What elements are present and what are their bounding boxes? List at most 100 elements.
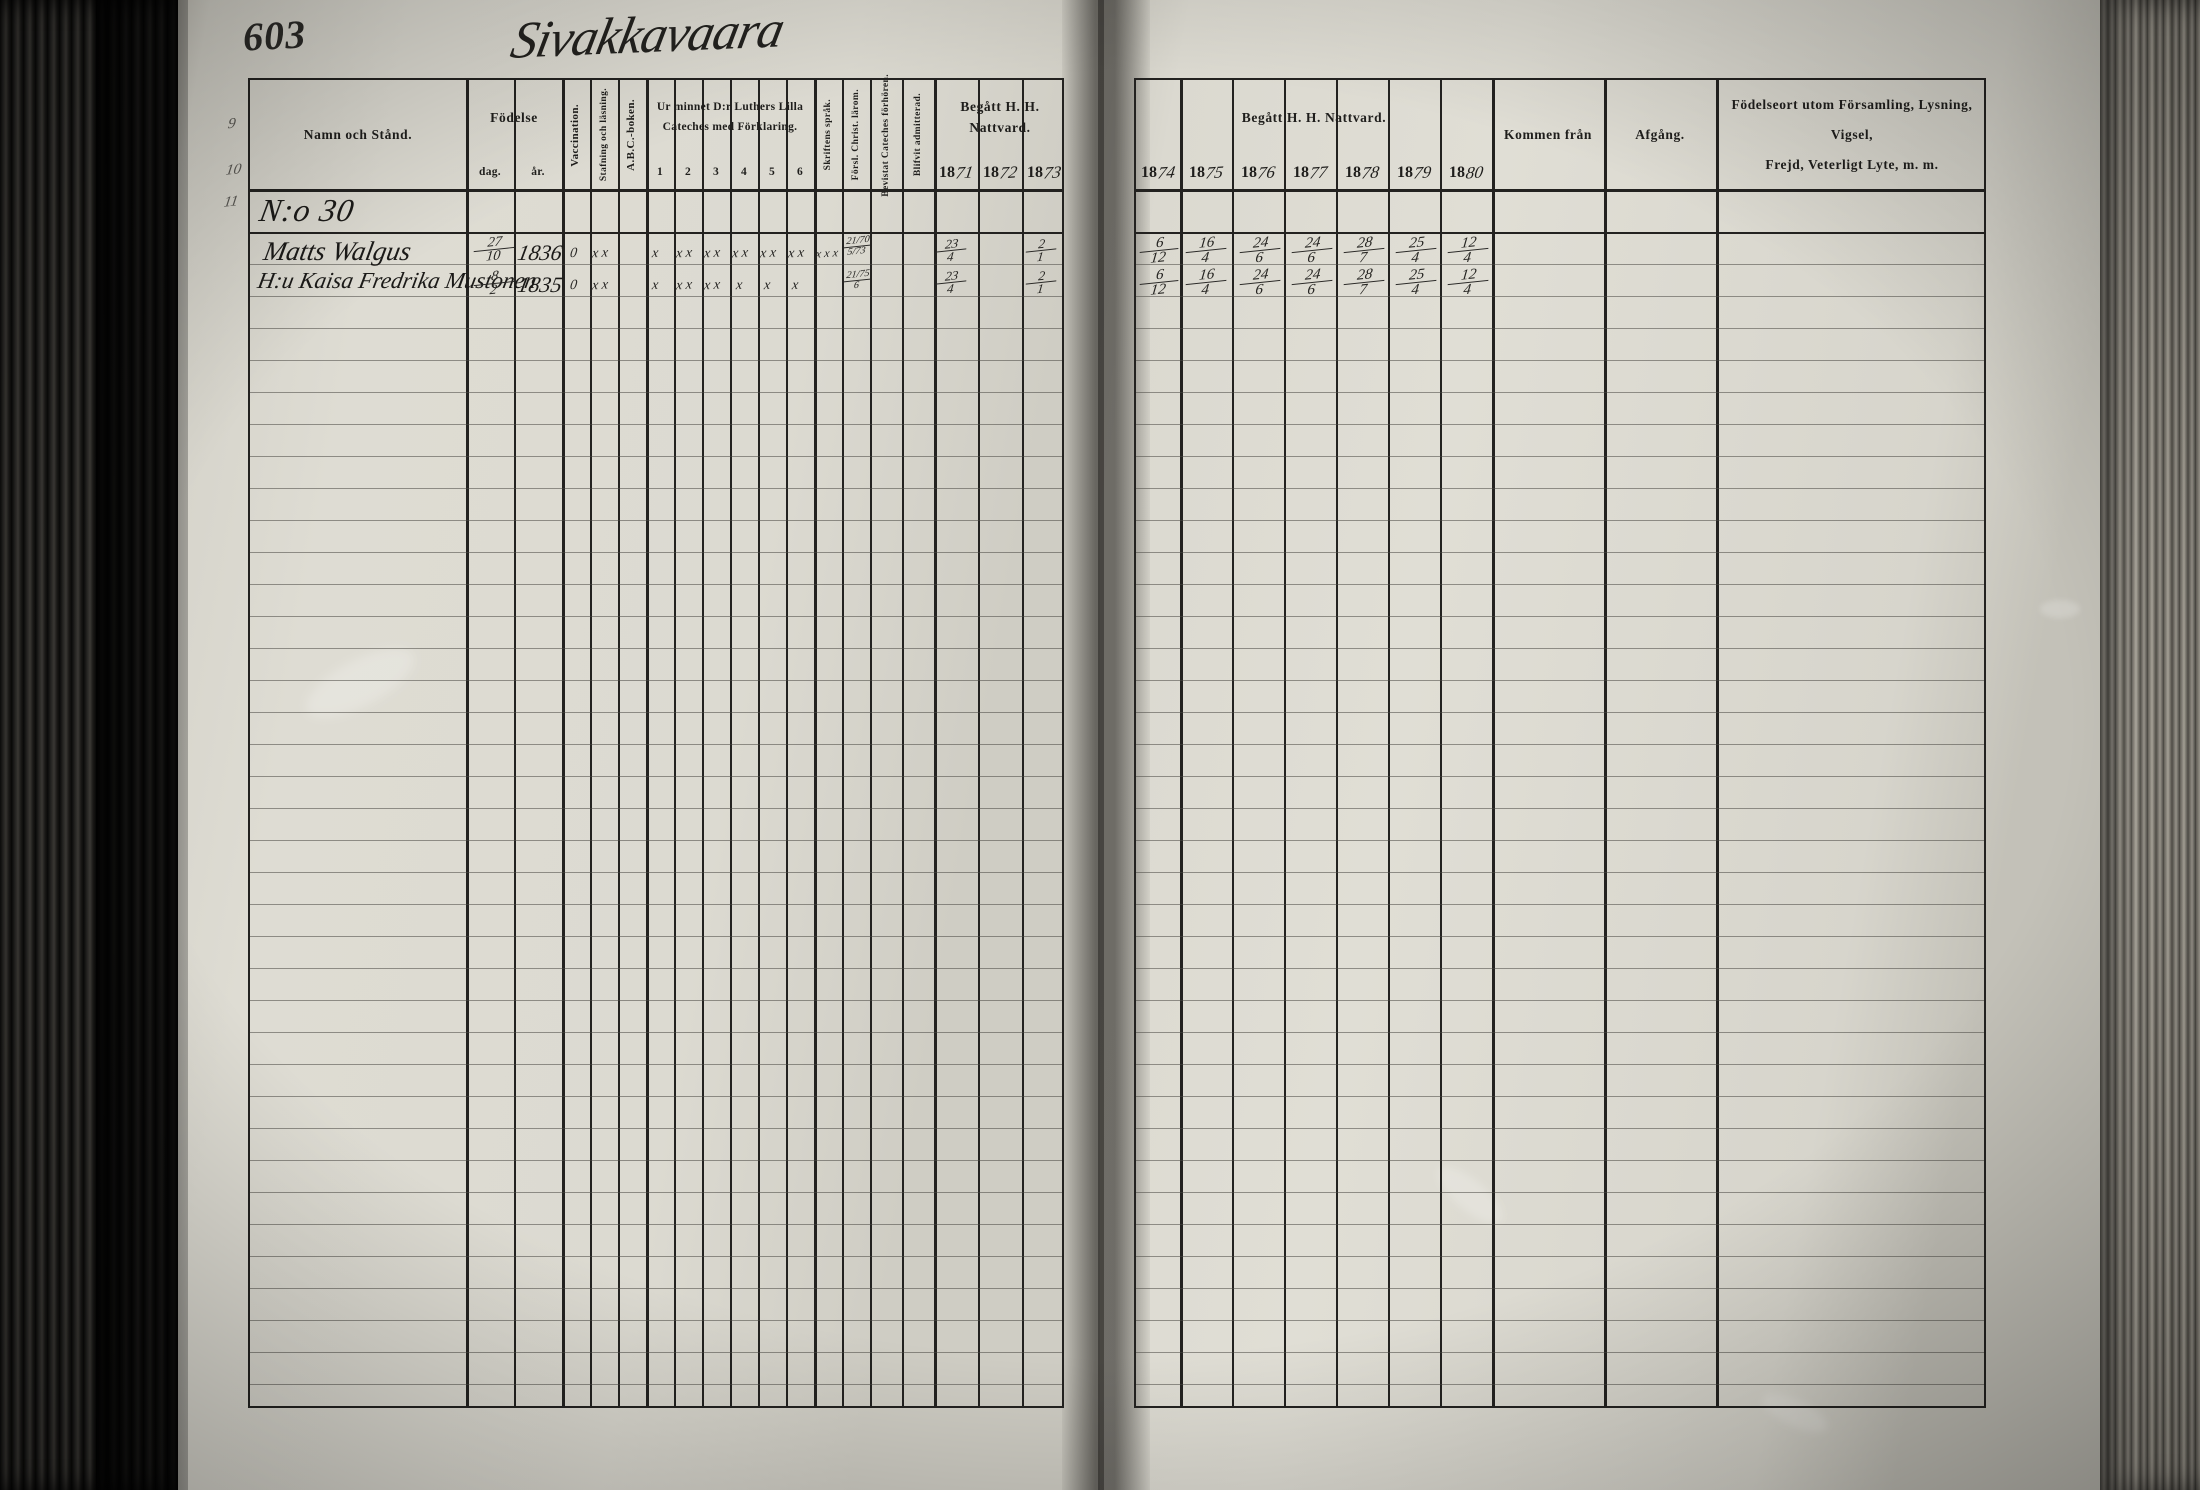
row-rule — [250, 584, 1062, 586]
header-admitted-label: Blifvit admitterad. — [912, 93, 923, 177]
year-prefix: 18 — [1027, 164, 1043, 181]
col-rule — [1180, 80, 1183, 1406]
vaccination-mark-1: 0 — [569, 245, 578, 262]
header-scripture-language-label: Skriftens språk. — [822, 99, 833, 171]
row-rule — [250, 648, 1062, 650]
year-suffix: 73 — [1042, 162, 1063, 183]
year-prefix: 18 — [1345, 164, 1361, 181]
header-first-christian-label: Försl. Christ. lärom. — [850, 89, 861, 181]
header-birthplace-line1: Födelseort utom Församling, Lysning, Vig… — [1731, 97, 1973, 143]
row-rule — [250, 1000, 1062, 1002]
header-catechism-num-6: 6 — [796, 166, 804, 179]
year-suffix: 74 — [1156, 162, 1177, 183]
row-rule — [1136, 1384, 1984, 1386]
left-table-header-band — [250, 80, 1062, 190]
catechism-mark-2-6: x — [791, 277, 800, 294]
col-rule — [758, 80, 760, 1406]
communion-1873-1: 2 1 — [1024, 236, 1058, 266]
row-rule — [250, 424, 1062, 426]
catechism-mark-2-2: x x — [675, 277, 693, 294]
row-rule — [1136, 1192, 1984, 1194]
row-rule-household — [1136, 232, 1984, 234]
header-year-1880: 18 80 — [1440, 156, 1492, 190]
row-rule — [1136, 424, 1984, 426]
header-abc-book-label: A.B.C.-boken. — [625, 99, 638, 171]
catechism-mark-2-3: x x — [703, 277, 721, 294]
row-rule — [250, 552, 1062, 554]
left-page-table: Namn och Stånd. Födelse dag. år. Vaccina… — [248, 74, 1066, 1408]
communion-1878-row2: 28 7 — [1342, 265, 1386, 300]
row-rule — [250, 392, 1062, 394]
vaccination-mark-2: 0 — [569, 277, 578, 294]
right-table-header-band — [1136, 80, 1984, 190]
row-rule — [250, 1064, 1062, 1066]
first-christian-2: 21/75 6 — [843, 268, 872, 292]
header-birth: Födelse — [490, 109, 538, 125]
communion-1878-row1: 28 7 — [1342, 233, 1386, 268]
year-prefix: 18 — [1397, 164, 1413, 181]
year-prefix: 18 — [983, 164, 999, 181]
row-rule — [1136, 1320, 1984, 1322]
header-year-1871: 18 71 — [934, 156, 978, 190]
header-catechism-num-2: 2 — [684, 166, 692, 179]
catechism-mark-1-1: x — [651, 245, 660, 262]
row-rule — [1136, 808, 1984, 810]
row-rule — [1136, 1160, 1984, 1162]
col-rule — [730, 80, 732, 1406]
catechism-mark-1-3: x x — [703, 245, 721, 262]
row-rule — [250, 1096, 1062, 1098]
row-rule — [1136, 776, 1984, 778]
col-rule — [786, 80, 788, 1406]
row-rule — [1136, 1352, 1984, 1354]
header-year-1873: 18 73 — [1022, 156, 1066, 190]
header-name-and-status: Namn och Stånd. — [303, 126, 413, 142]
page-number: 603 — [241, 11, 308, 60]
row-rule — [1136, 1256, 1984, 1258]
header-catechism-num-3: 3 — [712, 166, 720, 179]
row-rule — [250, 776, 1062, 778]
row-rule — [1136, 744, 1984, 746]
header-birth-day: dag. — [479, 166, 501, 179]
row-rule — [250, 744, 1062, 746]
col-rule — [590, 80, 592, 1406]
header-birthplace-line2: Frejd, Veterligt Lyte, m. m. — [1765, 156, 1939, 172]
header-abc-book: A.B.C.-boken. — [618, 80, 646, 190]
year-prefix: 18 — [939, 164, 955, 181]
communion-1879-row1: 25 4 — [1394, 233, 1438, 268]
year-prefix: 18 — [1241, 164, 1257, 181]
birth-year-2: 1835 — [515, 272, 565, 297]
year-suffix: 78 — [1360, 162, 1381, 183]
row-rule — [250, 1160, 1062, 1162]
col-rule — [514, 80, 516, 1406]
catechism-mark-2-4: x — [735, 277, 744, 294]
header-come-from: Kommen från — [1504, 126, 1592, 142]
header-spelling-reading: Stafning och läsning. — [590, 80, 618, 190]
row-rule — [1136, 648, 1984, 650]
margin-row-number-2: 11 — [222, 193, 240, 211]
year-prefix: 18 — [1293, 164, 1309, 181]
row-rule — [1136, 360, 1984, 362]
row-rule — [1136, 1224, 1984, 1226]
col-rule — [1604, 80, 1607, 1406]
header-communion-right: Begått H. H. Nattvard. — [1241, 109, 1387, 125]
year-suffix: 72 — [998, 162, 1019, 183]
scripture-mark-1: x x x — [815, 245, 839, 261]
catechism-mark-2-1: x — [651, 277, 660, 294]
col-rule — [1388, 80, 1390, 1406]
header-catechism-num-1: 1 — [656, 166, 664, 179]
row-rule — [1136, 520, 1984, 522]
row-rule — [250, 840, 1062, 842]
catechism-mark-1-5: x x — [759, 245, 777, 262]
row-rule — [250, 456, 1062, 458]
admitted-2: 23 4 — [934, 267, 968, 298]
book-spine-line — [1098, 0, 1104, 1490]
header-year-1875: 18 75 — [1180, 156, 1232, 190]
row-rule — [1136, 680, 1984, 682]
row-rule — [250, 360, 1062, 362]
col-rule — [934, 80, 937, 1406]
household-number: N:o 30 — [256, 192, 358, 228]
year-suffix: 75 — [1204, 162, 1225, 183]
row-rule — [250, 328, 1062, 330]
abc-mark-2: x x — [591, 277, 609, 294]
